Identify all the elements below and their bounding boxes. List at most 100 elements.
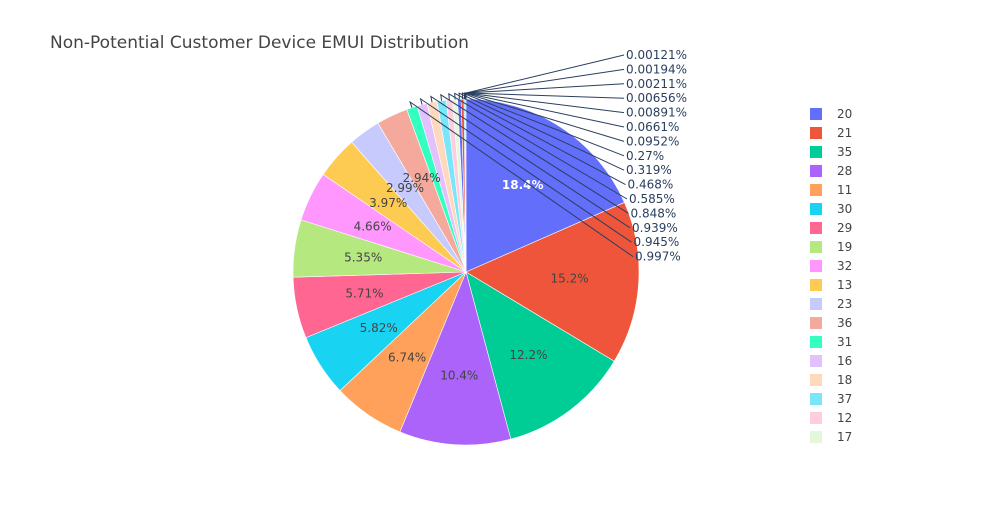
legend-label: 12 [837,411,852,425]
slice-label-outside: 0.00211% [626,77,687,91]
legend-item[interactable]: 13 [810,278,852,292]
legend-label: 23 [837,297,852,311]
legend-label: 30 [837,202,852,216]
leader-line [430,95,631,229]
legend-label: 16 [837,354,852,368]
legend-swatch [810,241,822,253]
legend-swatch [810,298,822,310]
slice-label: 2.99% [386,181,424,195]
legend-item[interactable]: 12 [810,411,852,425]
leader-line [465,83,625,100]
legend-label: 36 [837,316,852,330]
legend-item[interactable]: 18 [810,373,852,387]
leader-line [458,92,625,171]
legend-label: 32 [837,259,852,273]
pie-slice[interactable] [465,271,615,440]
slice-label-outside: 0.319% [626,163,672,177]
slice-label-outside: 0.585% [629,192,675,206]
slice-label: 5.71% [345,287,383,301]
legend-item[interactable]: 37 [810,392,852,406]
slice-label-outside: 0.00121% [626,48,687,62]
legend-swatch [810,374,822,386]
leader-line [440,93,629,214]
slice-label-outside: 0.00656% [626,91,687,105]
slice-label-outside: 0.0661% [626,120,679,134]
slice-label-outside: 0.27% [626,149,664,163]
slice-label-outside: 0.0952% [626,134,679,148]
legend-item[interactable]: 32 [810,259,852,273]
legend-item[interactable]: 16 [810,354,852,368]
slice-label: 3.97% [369,196,407,210]
legend-item[interactable]: 19 [810,240,852,254]
legend-label: 11 [837,183,852,197]
chart-title: Non-Potential Customer Device EMUI Distr… [50,33,469,53]
slice-label: 4.66% [354,220,392,234]
leader-line [448,92,628,200]
legend[interactable]: 20 21 35 28 11 30 29 19 32 13 23 36 31 16 18 37 12 17 [810,107,852,444]
slice-label: 2.94% [403,171,441,185]
legend-label: 35 [837,145,852,159]
legend-swatch [810,127,822,139]
legend-item[interactable]: 35 [810,145,852,159]
legend-label: 20 [837,107,852,121]
slice-label-outside: 0.939% [632,221,678,235]
pie-inside-labels: 18.4% 15.2% 12.2% 10.4% 6.74% 5.82% 5.71% 5.35%… [344,171,589,382]
legend-label: 17 [837,430,852,444]
legend-swatch [810,184,822,196]
legend-swatch [810,431,822,443]
slice-label-outside: 0.00891% [626,106,687,120]
legend-item[interactable]: 17 [810,430,852,444]
legend-item[interactable]: 20 [810,107,852,121]
legend-label: 37 [837,392,852,406]
legend-swatch [810,146,822,158]
leader-line [465,54,625,100]
slice-label-outside: 0.997% [635,250,681,264]
legend-item[interactable]: 30 [810,202,852,216]
slice-label: 12.2% [509,348,547,362]
pie-slice[interactable] [399,271,512,446]
slice-label: 10.4% [440,369,478,383]
slice-label: 5.35% [344,251,382,265]
legend-item[interactable]: 29 [810,221,852,235]
pie-slices [292,98,640,446]
legend-swatch [810,412,822,424]
slice-label-outside: 0.945% [634,235,680,249]
leader-line [463,92,625,142]
legend-swatch [810,260,822,272]
legend-swatch [810,222,822,234]
legend-label: 18 [837,373,852,387]
legend-swatch [810,165,822,177]
legend-label: 31 [837,335,852,349]
legend-item[interactable]: 21 [810,126,852,140]
legend-item[interactable]: 31 [810,335,852,349]
legend-label: 19 [837,240,852,254]
legend-swatch [810,355,822,367]
legend-item[interactable]: 36 [810,316,852,330]
pie-outside-labels: 0.997%0.945%0.939%0.848%0.585%0.468%0.31… [409,48,687,264]
slice-label: 18.4% [502,178,544,192]
leader-line [409,100,634,258]
legend-swatch [810,336,822,348]
legend-swatch [810,393,822,405]
leader-line [454,92,626,186]
pie-slice[interactable] [465,202,640,362]
legend-item[interactable]: 11 [810,183,852,197]
leader-line [461,92,625,157]
legend-label: 21 [837,126,852,140]
legend-item[interactable]: 28 [810,164,852,178]
legend-item[interactable]: 23 [810,297,852,311]
slice-label-outside: 0.468% [628,178,674,192]
pie-slice[interactable] [465,98,625,273]
slice-label-outside: 0.848% [631,206,677,220]
slice-label: 5.82% [360,321,398,335]
legend-swatch [810,279,822,291]
slice-label: 15.2% [551,272,589,286]
legend-label: 28 [837,164,852,178]
legend-label: 29 [837,221,852,235]
slice-label-outside: 0.00194% [626,62,687,76]
slice-label: 6.74% [388,350,426,364]
leader-line [419,97,632,243]
legend-swatch [810,108,822,120]
